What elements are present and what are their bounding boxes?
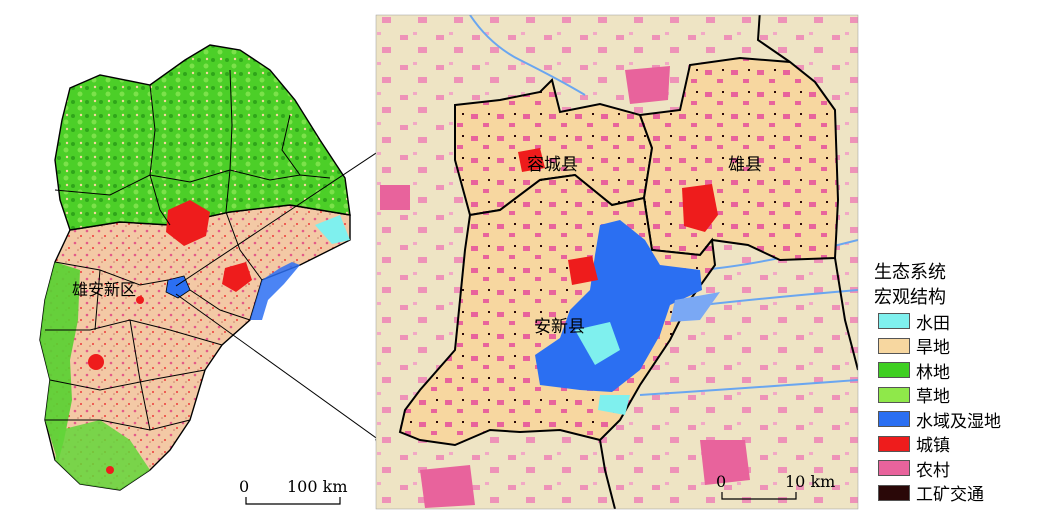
right-scale-length: 10 km [785,472,836,491]
legend-label: 草地 [916,387,950,407]
legend-label: 工矿交通 [916,485,984,505]
legend-item: 农村 [878,458,950,481]
legend-item: 水域及湿地 [878,409,1001,432]
legend-label: 水田 [916,313,950,334]
left-map-xiongan-area [165,275,191,299]
left-overview-map [39,44,351,491]
legend-swatch [878,435,910,452]
left-map-city-hd [106,466,114,474]
left-map-north-forest [54,44,351,231]
right-scale-bar [721,492,797,500]
left-map-west-forest [40,262,80,462]
left-map-coast-water [250,262,300,320]
left-map-admin-boundaries [45,69,331,431]
legend-label: 水域及湿地 [916,411,1001,432]
right-scale-zero: 0 [716,472,727,491]
county-label-rongcheng: 容城县 [527,155,578,175]
legend-swatch [878,313,910,329]
legend-swatch [878,460,910,476]
legend-swatch [878,386,910,403]
county-label-anxin: 安新县 [534,317,585,337]
legend-label: 旱地 [916,338,950,358]
xiongan-region-label: 雄安新区 [72,280,137,299]
county-label-xiong: 雄县 [728,155,762,175]
anxin-town [568,256,598,285]
xiongxian-town [682,184,718,232]
rongcheng-town [518,148,545,172]
left-scale-length: 100 km [287,477,348,496]
legend-label: 城镇 [916,436,950,456]
legend-item: 旱地 [878,336,950,358]
legend-swatch [878,362,910,378]
left-map-south-forest [55,420,150,490]
legend-swatch [878,337,910,354]
legend-item: 工矿交通 [878,483,984,505]
legend-swatch [878,484,910,501]
legend-item: 草地 [878,385,950,407]
left-map-city-bd [136,296,144,304]
baiyangdian-lake [535,220,702,392]
legend-title-line2: 宏观结构 [874,287,946,308]
left-scale-bar [245,497,341,505]
legend-label: 林地 [916,362,950,383]
right-detail-map [376,15,858,509]
left-map-beijing-urban [166,200,210,246]
left-scale-zero: 0 [239,477,250,496]
legend-title-line1: 生态系统 [874,262,946,283]
legend-label: 农村 [916,460,950,481]
legend-swatch [878,411,910,427]
left-map-bay-water [315,215,350,244]
left-map-tianjin-urban [222,262,252,292]
left-map-city-sjz [88,354,104,370]
legend-item: 林地 [878,360,950,383]
legend-item: 城镇 [878,434,950,456]
legend-item: 水田 [878,311,950,334]
